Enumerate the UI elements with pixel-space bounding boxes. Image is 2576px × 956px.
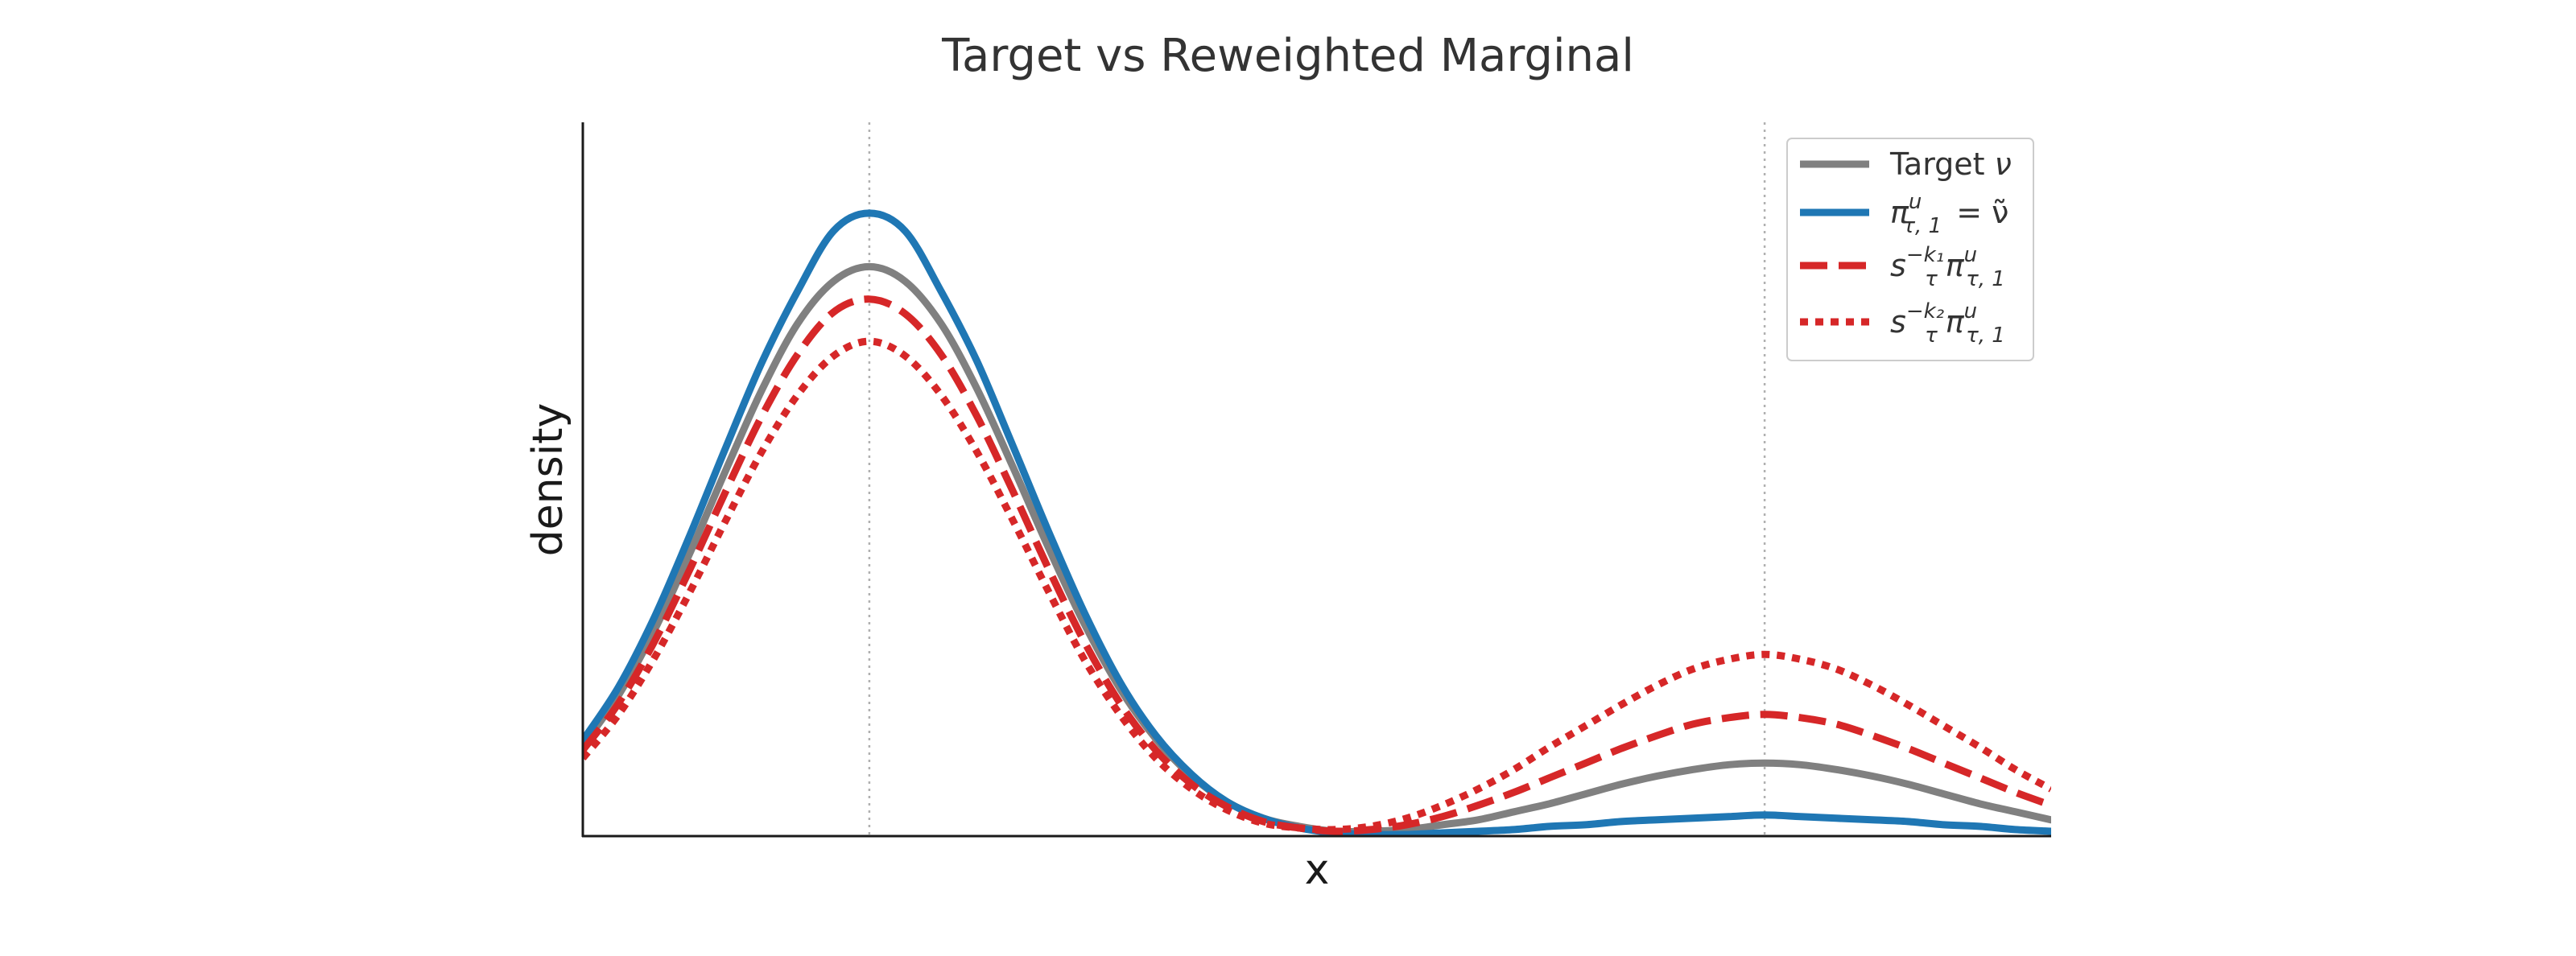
series-line-4 [583,337,2051,834]
x-axis-label: x [1305,846,1330,894]
legend-box [1786,138,2034,361]
legend-item-1: Target ν [1800,146,2012,182]
legend-label: s−k₁ τ πu τ, 1 [1890,243,2005,291]
plot-area [583,209,2051,836]
legend: Target ν πu τ, 1 = ν̃ s−k₁ τ πu τ, 1 s−k₂ τ πu τ, … [1786,138,2034,361]
legend-item-3: s−k₁ τ πu τ, 1 [1800,243,2005,291]
legend-item-4: s−k₂ τ πu τ, 1 [1800,299,2005,348]
series-line-3 [583,295,2051,835]
legend-label: s−k₂ τ πu τ, 1 [1890,299,2005,348]
chart-title: Target vs Reweighted Marginal [941,30,1634,82]
legend-item-2: πu τ, 1 = ν̃ [1800,190,2008,238]
legend-label: Target ν [1889,146,2012,182]
legend-label: πu τ, 1 = ν̃ [1890,190,2008,238]
y-axis-label: density [524,403,572,557]
